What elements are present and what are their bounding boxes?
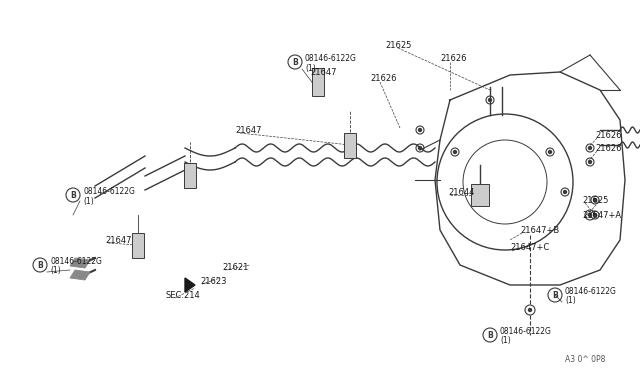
Text: 21644: 21644 <box>448 187 474 196</box>
Text: 21647+B: 21647+B <box>520 225 559 234</box>
Text: 08146-6122G: 08146-6122G <box>50 257 102 266</box>
Text: B: B <box>70 190 76 199</box>
Circle shape <box>529 308 531 311</box>
Bar <box>471 184 489 206</box>
Polygon shape <box>70 270 90 280</box>
Text: B: B <box>37 260 43 269</box>
Circle shape <box>593 199 596 202</box>
Text: B: B <box>487 330 493 340</box>
Text: 21647: 21647 <box>105 235 131 244</box>
Text: (1): (1) <box>500 337 511 346</box>
Text: A3 0^ 0P8: A3 0^ 0P8 <box>565 356 605 365</box>
Text: 21625: 21625 <box>582 196 609 205</box>
Circle shape <box>419 128 422 131</box>
Text: SEC.214: SEC.214 <box>165 291 200 299</box>
Bar <box>344 132 356 157</box>
Text: 08146-6122G: 08146-6122G <box>565 286 617 295</box>
Circle shape <box>589 160 591 164</box>
Circle shape <box>589 147 591 150</box>
Text: 21647: 21647 <box>235 125 262 135</box>
Circle shape <box>589 214 591 217</box>
Circle shape <box>548 151 552 154</box>
Text: 21621: 21621 <box>222 263 248 272</box>
Text: 08146-6122G: 08146-6122G <box>500 327 552 336</box>
Bar <box>184 163 196 187</box>
Text: (1): (1) <box>305 64 316 73</box>
Text: 21626: 21626 <box>440 54 467 62</box>
Text: 08146-6122G: 08146-6122G <box>83 186 135 196</box>
Text: B: B <box>292 58 298 67</box>
Text: (1): (1) <box>565 296 576 305</box>
Polygon shape <box>70 258 90 268</box>
Text: B: B <box>552 291 558 299</box>
Text: 21626: 21626 <box>595 144 621 153</box>
Circle shape <box>593 214 596 217</box>
Text: (1): (1) <box>83 196 93 205</box>
Bar <box>312 68 324 96</box>
Text: 21625: 21625 <box>385 41 412 49</box>
Bar <box>132 232 144 257</box>
Text: 08146-6122G: 08146-6122G <box>305 54 357 62</box>
Text: 21647+C: 21647+C <box>510 244 549 253</box>
Text: 21623: 21623 <box>200 276 227 285</box>
Circle shape <box>419 147 422 150</box>
Text: (1): (1) <box>50 266 61 276</box>
Text: 21626: 21626 <box>595 131 621 140</box>
Circle shape <box>488 99 492 102</box>
Polygon shape <box>185 278 195 292</box>
Text: 21647: 21647 <box>310 67 337 77</box>
Circle shape <box>454 151 456 154</box>
Text: 21647+A: 21647+A <box>582 211 621 219</box>
Circle shape <box>563 190 566 193</box>
Text: 21626: 21626 <box>370 74 397 83</box>
